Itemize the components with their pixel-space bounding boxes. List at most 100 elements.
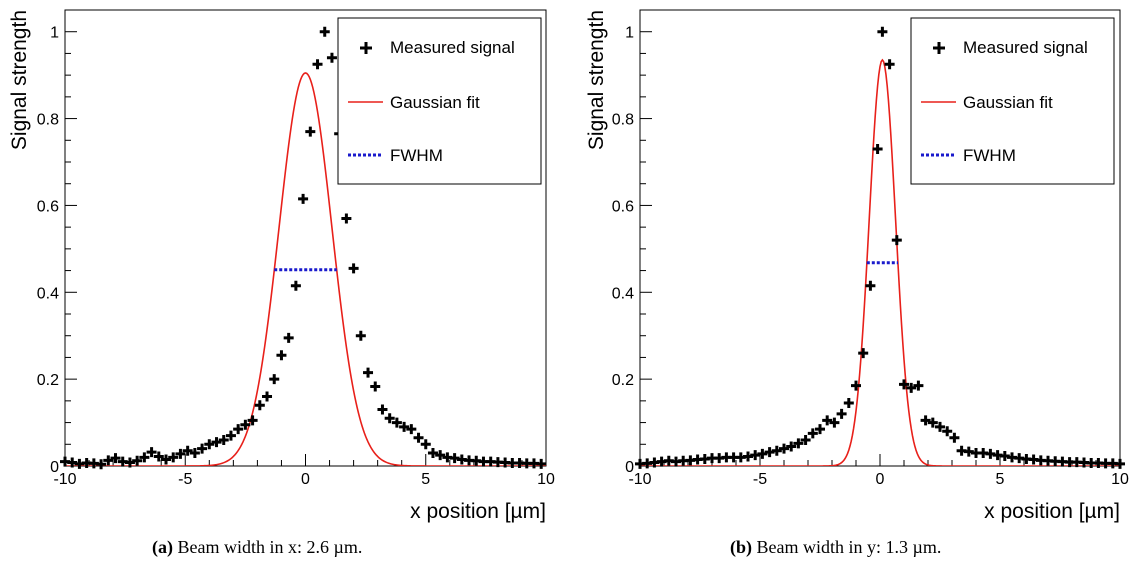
y-tick-label: 0.4 xyxy=(37,285,59,302)
legend-label: FWHM xyxy=(963,146,1016,165)
data-point xyxy=(913,380,924,391)
x-tick-label: 10 xyxy=(537,471,555,488)
y-tick-label: 0.6 xyxy=(612,198,634,215)
data-point xyxy=(377,404,388,415)
y-axis-title: Signal strength xyxy=(8,10,31,150)
x-tick-label: 0 xyxy=(876,471,885,488)
y-axis-title: Signal strength xyxy=(585,10,608,150)
data-point xyxy=(363,367,374,378)
y-tick-label: 0.2 xyxy=(612,372,634,389)
x-tick-label: 5 xyxy=(421,471,430,488)
data-point xyxy=(800,434,811,445)
x-tick-label: 5 xyxy=(996,471,1005,488)
caption-b: (b) Beam width in y: 1.3 µm. xyxy=(730,537,941,558)
legend-label: Gaussian fit xyxy=(390,93,480,112)
y-tick-label: 0 xyxy=(625,459,634,476)
data-point xyxy=(891,235,902,246)
caption-b-text: Beam width in y: 1.3 µm. xyxy=(752,537,942,557)
measured-points xyxy=(60,26,547,470)
caption-b-label: (b) xyxy=(730,537,752,557)
data-point xyxy=(153,451,164,462)
caption-a-label: (a) xyxy=(152,537,173,557)
data-point xyxy=(851,380,861,391)
data-point xyxy=(843,398,854,409)
data-point xyxy=(884,59,895,70)
gaussian-fit-line xyxy=(65,72,546,466)
data-point xyxy=(935,421,945,432)
y-tick-label: 0.6 xyxy=(37,198,59,215)
data-point xyxy=(240,419,251,430)
legend-label: Measured signal xyxy=(963,38,1088,57)
data-point xyxy=(406,424,417,435)
data-point xyxy=(920,415,931,426)
data-point xyxy=(146,447,157,458)
data-point xyxy=(399,421,410,432)
data-point xyxy=(391,417,402,428)
data-point xyxy=(822,415,833,426)
data-point xyxy=(182,445,193,456)
data-point xyxy=(942,426,953,437)
data-point xyxy=(168,452,179,463)
data-point xyxy=(96,459,107,470)
data-point xyxy=(355,330,366,341)
x-tick-label: -10 xyxy=(628,471,651,488)
data-point xyxy=(139,452,150,463)
y-tick-label: 0 xyxy=(50,459,59,476)
legend-label: Gaussian fit xyxy=(963,93,1053,112)
legend: Measured signal Gaussian fit FWHM xyxy=(337,17,542,185)
data-point xyxy=(829,417,840,428)
data-point xyxy=(298,193,309,204)
data-point xyxy=(254,400,265,411)
data-point xyxy=(427,447,438,458)
data-point xyxy=(124,457,135,468)
x-tick-label: 0 xyxy=(301,471,310,488)
measured-points xyxy=(635,26,1125,469)
legend: Measured signal Gaussian fit FWHM xyxy=(910,17,1115,185)
data-point xyxy=(211,437,222,448)
data-point xyxy=(132,455,143,466)
data-point xyxy=(312,59,323,70)
data-point xyxy=(225,430,236,441)
data-point xyxy=(779,443,789,454)
data-point xyxy=(899,379,909,390)
y-tick-label: 1 xyxy=(50,25,59,42)
data-point xyxy=(872,143,883,154)
data-point xyxy=(189,447,200,458)
data-point xyxy=(786,441,797,452)
x-axis-title: x position [µm] xyxy=(984,500,1120,523)
data-point xyxy=(326,52,337,63)
data-point xyxy=(319,26,330,37)
y-tick-label: 1 xyxy=(625,25,634,42)
caption-a-text: Beam width in x: 2.6 µm. xyxy=(173,537,363,557)
data-point xyxy=(103,455,114,466)
data-point xyxy=(949,432,960,443)
x-tick-label: -10 xyxy=(53,471,76,488)
x-tick-label: -5 xyxy=(753,471,767,488)
data-point xyxy=(1115,458,1125,469)
legend-marker-measured xyxy=(360,42,372,54)
data-point xyxy=(370,381,381,392)
data-point xyxy=(865,280,876,291)
legend-box xyxy=(910,17,1115,185)
data-point xyxy=(110,453,121,464)
legend-label: FWHM xyxy=(390,146,443,165)
chart-panel-b: -10 -5 0 5 10 0 0.2 0.4 0.6 0.8 1 x position [µm] Si… xyxy=(585,9,1129,523)
data-point xyxy=(807,428,818,439)
data-point xyxy=(384,413,395,424)
data-point xyxy=(247,415,258,426)
legend-label: Measured signal xyxy=(390,38,515,57)
y-tick-label: 0.4 xyxy=(612,285,634,302)
data-point xyxy=(858,348,869,359)
caption-a: (a) Beam width in x: 2.6 µm. xyxy=(152,537,362,558)
data-point xyxy=(348,263,359,274)
legend-marker-measured xyxy=(933,42,945,54)
data-point xyxy=(175,448,186,459)
data-point xyxy=(877,26,888,37)
data-point xyxy=(536,458,547,469)
data-point xyxy=(815,424,825,435)
data-point xyxy=(927,417,938,428)
data-point xyxy=(161,454,172,465)
y-tick-label: 0.8 xyxy=(37,112,59,129)
data-point xyxy=(218,434,229,445)
